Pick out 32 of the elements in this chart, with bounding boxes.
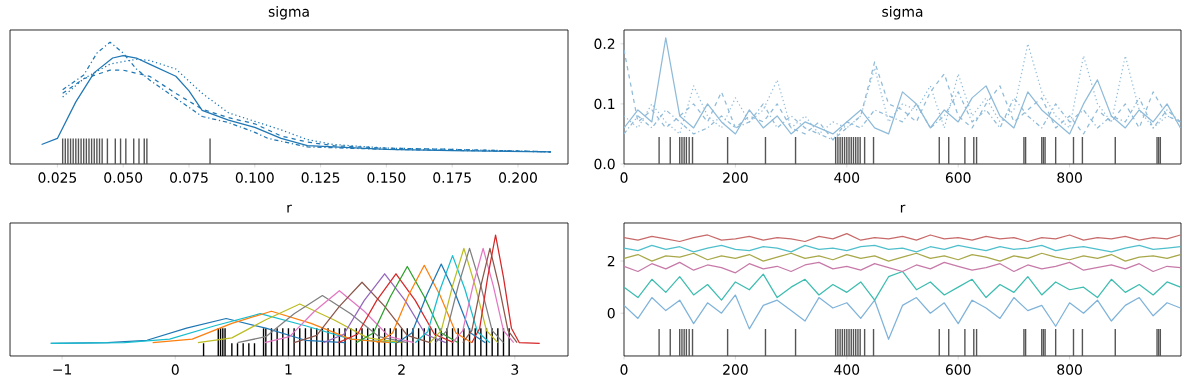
x-tick-label: 0.075 [170, 172, 208, 183]
chart-title: r [900, 204, 906, 213]
x-tick-label: 0 [171, 364, 179, 375]
x-tick-label: −1 [53, 364, 72, 375]
x-tick-label: 800 [1057, 172, 1082, 183]
x-tick-label: 2 [398, 364, 405, 375]
x-tick-label: 0.025 [38, 172, 77, 183]
y-tick-label: 2 [607, 255, 615, 267]
x-tick-label: 800 [1057, 364, 1082, 375]
x-tick-label: 0.100 [235, 172, 274, 183]
x-tick-label: 0.175 [433, 172, 471, 183]
x-tick-label: 0.050 [104, 172, 143, 183]
x-tick-label: 200 [723, 364, 748, 375]
x-tick-label: 3 [511, 364, 519, 375]
y-tick-label: 0 [607, 307, 615, 319]
x-tick-label: 0.125 [301, 172, 340, 183]
y-tick-label: 0.0 [594, 158, 615, 170]
x-tick-label: 1 [285, 364, 292, 375]
x-tick-label: 400 [834, 172, 860, 183]
x-tick-label: 600 [945, 364, 971, 375]
y-tick-label: 0.2 [594, 38, 615, 50]
x-tick-label: 600 [945, 172, 971, 183]
x-tick-label: 0.200 [499, 172, 537, 183]
chart-title: sigma [268, 6, 309, 20]
y-tick-label: 0.1 [594, 98, 615, 110]
chart-title: r [287, 204, 292, 213]
x-tick-label: 400 [834, 364, 860, 375]
x-tick-label: 0 [620, 364, 628, 375]
x-tick-label: 0.150 [367, 172, 406, 183]
x-tick-label: 200 [723, 172, 748, 183]
x-tick-label: 0 [620, 172, 628, 183]
chart-title: sigma [882, 6, 923, 20]
